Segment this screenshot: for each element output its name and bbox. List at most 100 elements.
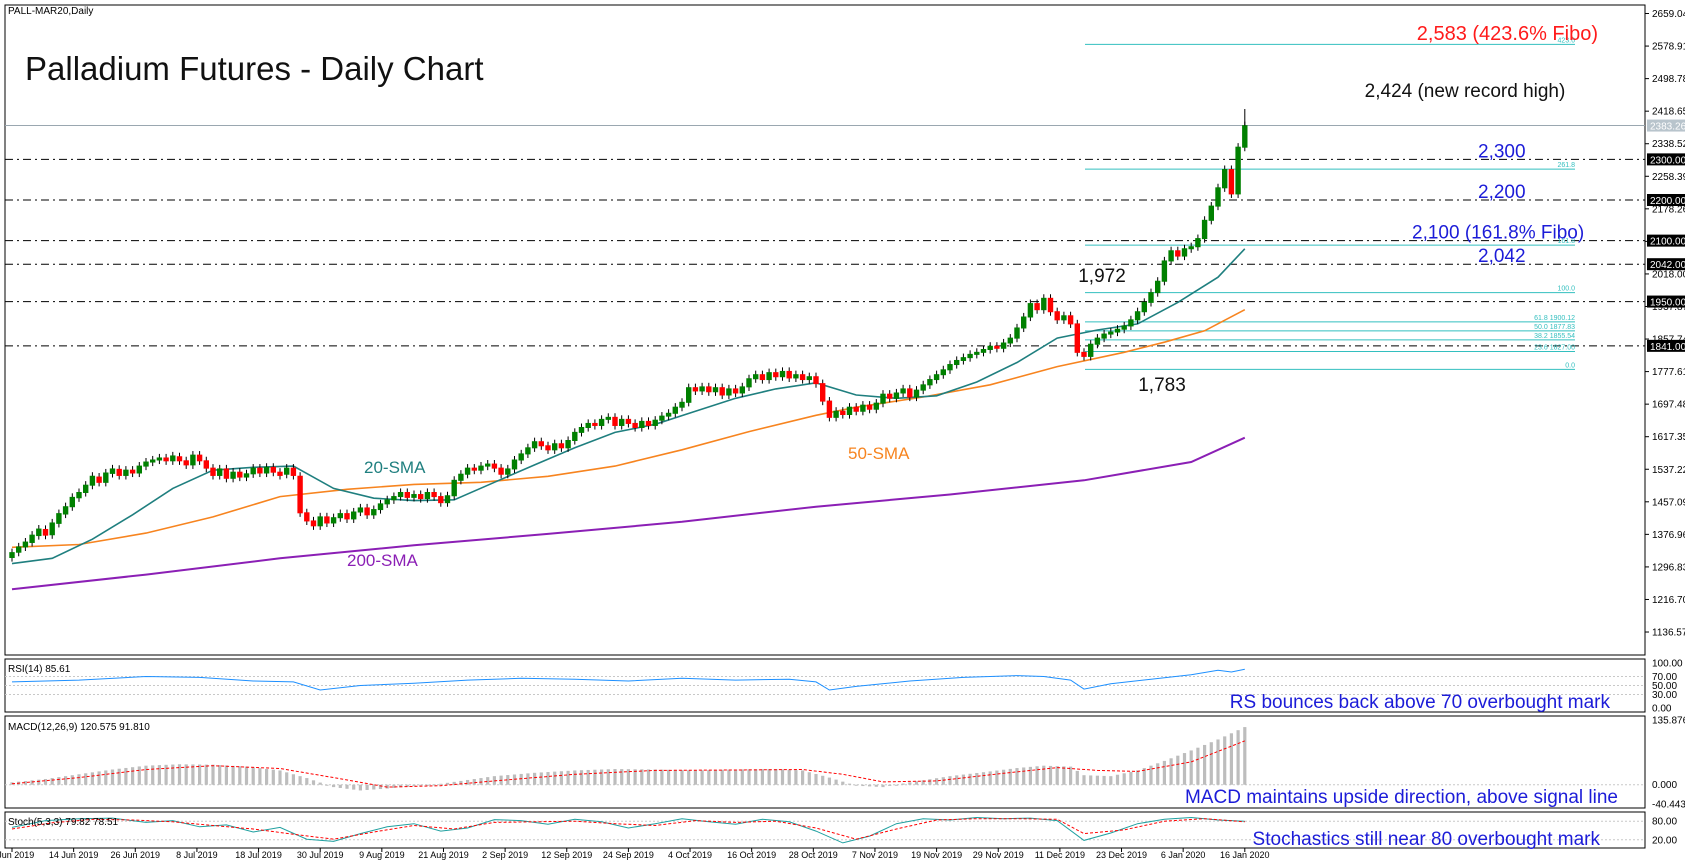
macd-hist-bar [466,779,470,785]
candle-body [136,465,143,474]
macd-hist-bar [626,769,630,785]
chart-title: Palladium Futures - Daily Chart [25,50,484,87]
macd-hist-bar [841,781,845,785]
candle-body [913,389,920,398]
candle-body [143,461,149,467]
candle-body [954,359,960,366]
macd-hist-bar [579,770,584,785]
macd-hist-bar [1015,768,1019,785]
macd-hist-bar [533,772,537,785]
candle-body [464,467,471,475]
candle-body [471,467,478,471]
candle-body [960,357,967,361]
macd-hist-bar [251,767,255,785]
macd-hist-bar [198,764,202,785]
macd-hist-bar [97,771,101,785]
macd-hist-bar [995,770,999,785]
macd-hist-bar [224,765,228,785]
macd-hist-bar [1122,773,1126,785]
macd-tick-label: 0.000 [1652,780,1677,791]
macd-hist-bar [265,768,269,785]
candle-body [1067,315,1074,325]
rsi-tick-label: 0.00 [1652,704,1672,715]
date-tick-label: 18 Jul 2019 [235,850,282,860]
candle-body [270,466,277,473]
candle-body [887,393,893,399]
macd-hist-bar [981,772,986,785]
candle-body [1188,246,1194,250]
macd-hist-bar [399,784,403,788]
fibo-label: 0.0 [1565,362,1575,369]
candle-body [284,467,290,475]
candle-body [337,513,344,519]
macd-hist-bar [687,770,691,785]
price-tick-label: 1697.48 [1652,400,1685,411]
rsi-tick-label: 70.00 [1652,672,1677,683]
macd-hist-bar [1082,775,1086,785]
candle-body [625,418,632,424]
macd-hist-bar [1209,742,1213,785]
macd-hist-bar [1196,747,1200,785]
macd-hist-bar [1042,765,1046,785]
macd-hist-bar [90,772,94,785]
macd-hist-bar [780,769,785,785]
macd-hist-bar [854,784,858,786]
level-label: 2,042 [1478,246,1526,267]
candle-body [1021,316,1027,329]
macd-hist-bar [760,769,764,785]
candle-body [994,345,1000,349]
date-tick-label: 7 Nov 2019 [852,850,898,860]
macd-hist-bar [305,778,309,785]
macd-hist-bar [325,784,329,786]
macd-hist-bar [888,784,892,786]
price-tick-label: 2418.65 [1652,107,1685,118]
candle-body [940,369,946,376]
fibo-label: 423.6 [1557,37,1575,44]
macd-hist-bar [218,765,222,785]
sma200-label: 200-SMA [347,551,419,570]
candle-body [36,528,42,537]
candle-body [565,440,571,449]
date-tick-label: 2 Sep 2019 [482,850,528,860]
macd-hist-bar [720,769,724,785]
candle-body [223,468,230,479]
macd-hist-bar [358,784,362,791]
annotations: 2,583 (423.6% Fibo) 2,424 (new record hig… [347,23,1598,570]
macd-hist-bar [479,778,483,785]
macd-hist-bar [1048,765,1053,785]
candle-body [485,463,491,467]
price-tick-label: 1216.70 [1652,595,1685,606]
macd-hist-bar [445,782,450,785]
candle-body [458,473,464,481]
candle-body [1121,325,1127,330]
stoch-panel-frame [4,811,1646,849]
candle-body [1168,250,1174,262]
macd-hist-bar [137,766,141,785]
candle-body [89,475,96,486]
macd-hist-bar [754,769,758,785]
candle-body [203,460,210,469]
candle-body [438,496,444,504]
candle-body [310,520,317,527]
record-high-label: 2,424 (new record high) [1365,81,1566,102]
macd-hist-bar [432,784,436,786]
sma20-line [11,248,1246,565]
candle-body [103,472,109,483]
candle-body [1235,146,1241,195]
level-tag-bg [1647,339,1685,352]
macd-hist-bar [713,769,718,785]
candle-body [518,453,524,461]
macd-hist-bar [1062,766,1066,785]
macd-hist-bar [30,780,34,785]
price-tick-label: 1376.96 [1652,530,1685,541]
level-tag-bg [1647,153,1685,166]
macd-hist-bar [439,783,443,785]
level-tag-text: 2100.00 [1650,237,1685,248]
fibo-label: 61.8 1900.12 [1534,315,1575,322]
candle-body [69,496,75,508]
candle-body [397,492,404,498]
candle-body [217,468,223,476]
price-tick-label: 2178.26 [1652,204,1685,215]
fibo-label: 100.0 [1557,286,1575,293]
macd-hist-bar [412,784,416,787]
